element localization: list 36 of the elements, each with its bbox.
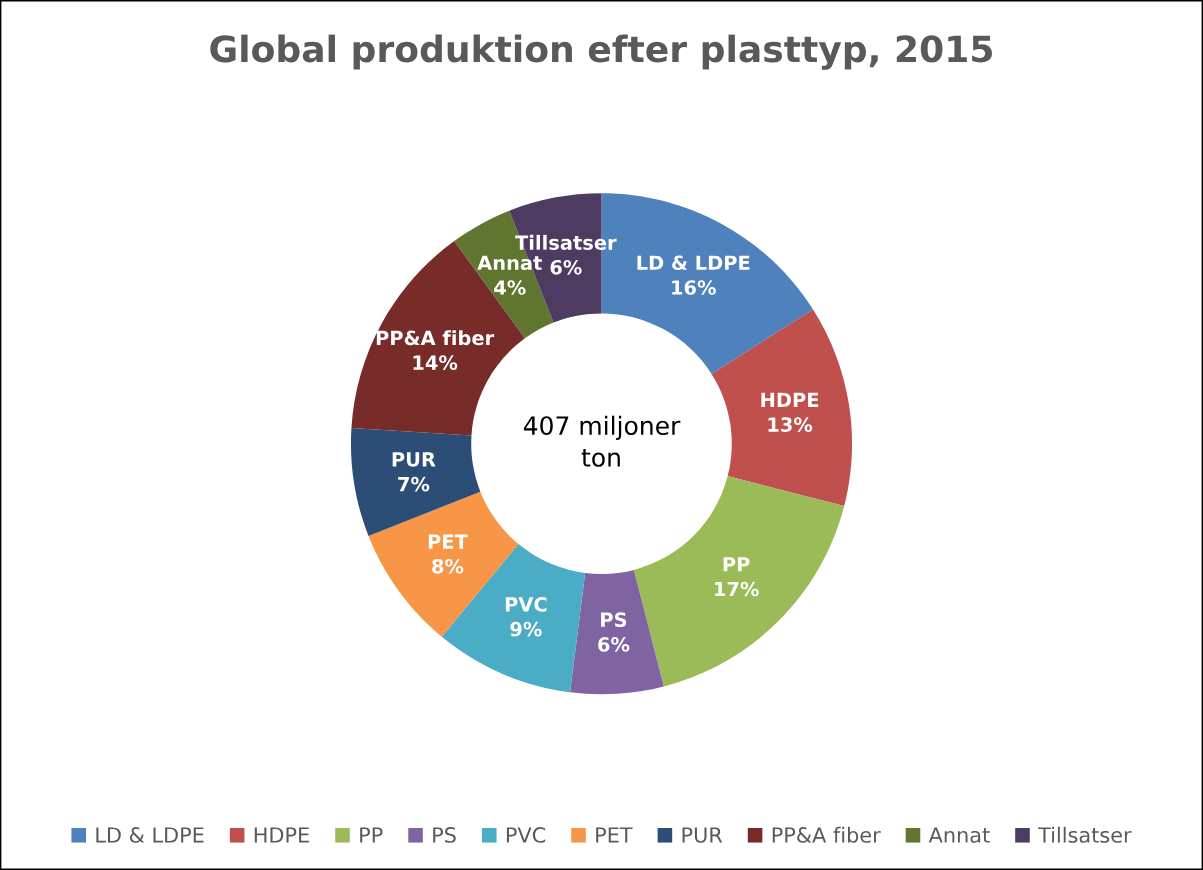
donut-slice bbox=[570, 569, 664, 695]
slice-label: LD & LDPE bbox=[637, 255, 750, 271]
legend-label: HDPE bbox=[254, 827, 309, 843]
legend-label: LD & LDPE bbox=[96, 827, 204, 843]
data-label: 6% bbox=[550, 259, 582, 275]
chart-title: Global produktion efter plasttyp, 2015 bbox=[210, 34, 992, 70]
data-label: 16% bbox=[672, 280, 716, 295]
slice-label: PUR bbox=[392, 452, 436, 467]
data-label: 13% bbox=[768, 417, 813, 432]
legend-label: PET bbox=[596, 827, 633, 843]
data-label: 14% bbox=[413, 355, 458, 370]
slice-label: PS bbox=[601, 612, 627, 628]
legend-label: PS bbox=[433, 827, 456, 843]
donut-slice bbox=[711, 309, 853, 507]
data-label: 4% bbox=[494, 280, 526, 295]
legend-label: Tillsatser bbox=[1038, 826, 1132, 843]
slice-label: PVC bbox=[505, 597, 547, 612]
donut-slice bbox=[350, 427, 481, 536]
data-label: 9% bbox=[510, 621, 542, 637]
slice-label: PET bbox=[428, 534, 468, 549]
slice-label: HDPE bbox=[761, 392, 819, 407]
data-label: 6% bbox=[598, 637, 630, 652]
data-label: 7% bbox=[398, 476, 430, 492]
slice-label: Annat bbox=[477, 255, 542, 271]
slice-label: Tillsatser bbox=[515, 234, 617, 250]
text: 407 miljoner ton bbox=[523, 415, 681, 467]
data-label: 17% bbox=[715, 581, 759, 597]
slice-label: PP bbox=[723, 557, 750, 572]
legend-label: PVC bbox=[506, 827, 546, 843]
legend-label: PP&A fiber bbox=[772, 826, 881, 843]
legend-label: PUR bbox=[682, 827, 723, 843]
legend-label: Annat bbox=[928, 827, 990, 843]
slice-label: PP&A fiber bbox=[376, 330, 495, 346]
legend-label: PP bbox=[360, 827, 383, 843]
data-label: 8% bbox=[432, 558, 464, 574]
donut-slice bbox=[633, 476, 845, 687]
